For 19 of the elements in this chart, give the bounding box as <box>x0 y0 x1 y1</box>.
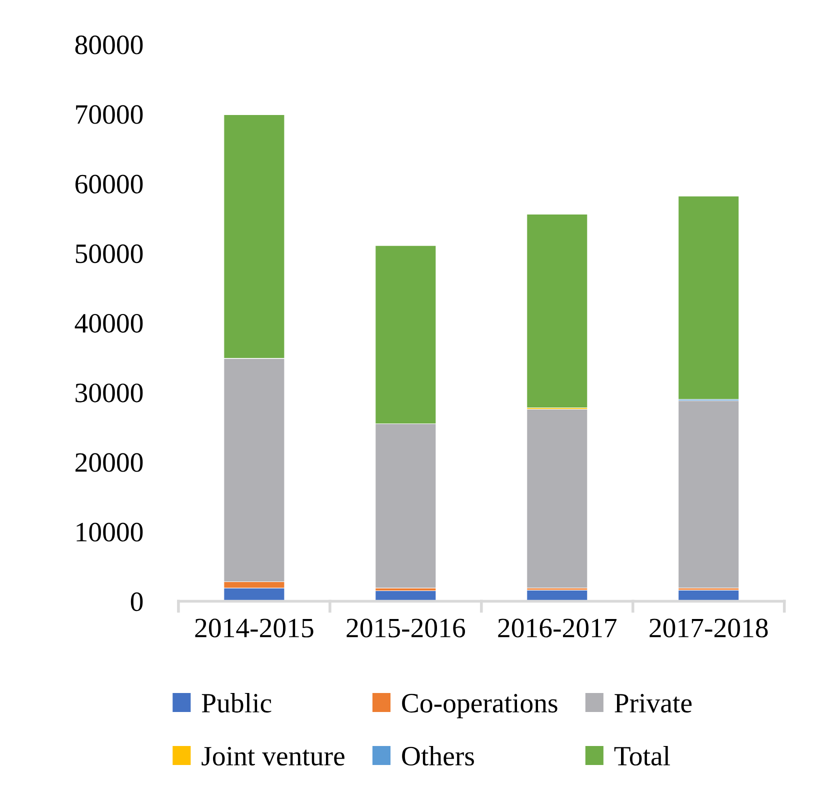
y-tick-label: 70000 <box>76 105 143 124</box>
y-tick-label: 40000 <box>74 314 143 333</box>
legend-label: Public <box>202 693 272 713</box>
y-tick-label: 80000 <box>75 36 143 54</box>
y-tick-label: 20000 <box>76 453 143 472</box>
y-tick-label: 30000 <box>76 384 143 402</box>
legend-label: Private <box>614 694 692 713</box>
x-tick-label: 2014-2015 <box>195 618 314 638</box>
legend-label: Joint venture <box>202 746 344 766</box>
x-tick-label: 2015-2016 <box>346 618 466 638</box>
x-tick-label: 2016-2017 <box>498 618 617 638</box>
y-tick-label: 10000 <box>76 522 143 542</box>
y-tick-label: 60000 <box>75 174 143 194</box>
legend-label: Others <box>402 746 474 766</box>
y-tick-label: 50000 <box>76 244 143 264</box>
x-tick-label: 2017-2018 <box>650 618 768 638</box>
legend-label: Total <box>614 746 670 766</box>
legend-label: Co-operations <box>402 694 558 718</box>
y-tick-label: 0 <box>130 592 143 612</box>
